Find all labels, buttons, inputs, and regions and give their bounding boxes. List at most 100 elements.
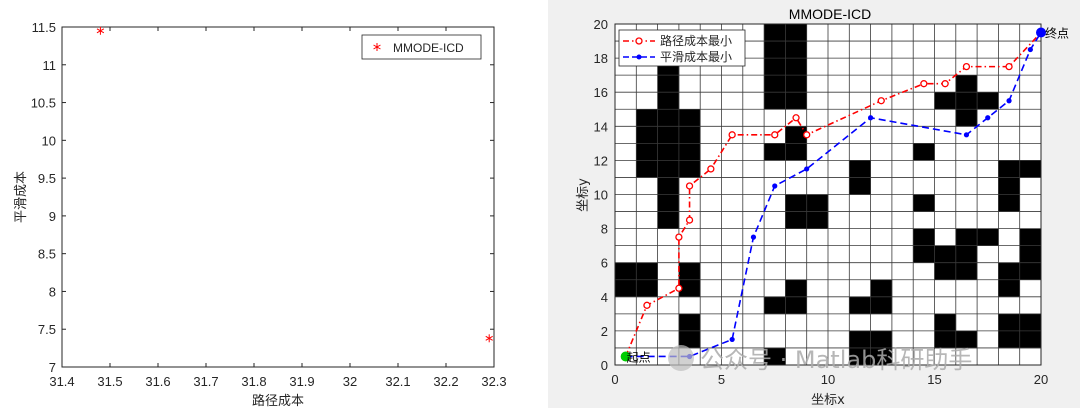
obstacle-cell: [764, 24, 786, 42]
start-point-marker: [620, 351, 631, 362]
x-tick-label: 31.6: [145, 374, 170, 389]
obstacle-cell: [785, 211, 807, 229]
obstacle-cell: [657, 160, 680, 178]
blue-path-line: [625, 32, 1042, 358]
obstacle-cell: [764, 75, 786, 93]
obstacle-cell: [934, 245, 957, 263]
obstacle-cell: [998, 160, 1020, 178]
red-path-point: [685, 182, 694, 190]
blue-path-point: [963, 132, 970, 138]
obstacle-cell: [764, 296, 786, 315]
scatter-chart: 31.4 31.5 31.6 31.7 31.8 31.9 32 32.1 32.2 32.3 7…: [14, 20, 507, 408]
path-legend-box: [618, 29, 746, 67]
obstacle-cell: [678, 109, 701, 127]
path-plot-border: [614, 23, 1042, 366]
obstacle-cell: [998, 262, 1020, 281]
y-tick-label: 0: [601, 358, 608, 373]
y-tick-label: 10: [594, 188, 608, 203]
red-path-point: [728, 131, 736, 139]
y-tick-label: 20: [594, 17, 608, 32]
obstacle-cell: [615, 262, 637, 281]
scatter-point: [96, 26, 105, 35]
obstacle-cell: [785, 75, 807, 93]
obstacle-cell: [636, 262, 658, 281]
end-point-marker: [1036, 27, 1046, 38]
obstacle-cell: [806, 211, 829, 229]
obstacle-cell: [678, 313, 701, 332]
obstacle-cell: [870, 330, 893, 349]
y-tick-label: 7: [49, 360, 56, 375]
obstacle-cell: [657, 126, 680, 144]
path-legend: 路径成本最小 平滑成本最小: [618, 29, 746, 67]
obstacle-cell: [1019, 228, 1042, 246]
obstacle-cell: [678, 160, 701, 178]
obstacle-cell: [998, 330, 1020, 349]
obstacle-cell: [785, 24, 807, 42]
obstacle-cell: [657, 211, 680, 229]
x-tick-label: 15: [927, 372, 941, 387]
obstacle-cell: [998, 313, 1020, 332]
obstacle-cell: [636, 160, 658, 178]
legend-blue-label: 平滑成本最小: [660, 50, 732, 64]
legend-red-label: 路径成本最小: [660, 33, 732, 48]
red-path-point: [941, 80, 949, 88]
x-tick-label: 31.9: [289, 374, 314, 389]
blue-path-point: [729, 336, 735, 343]
x-tick-label: 5: [718, 372, 725, 387]
obstacle-cell: [849, 347, 871, 366]
blue-path-point: [868, 115, 874, 121]
x-tick-label: 32.2: [433, 374, 458, 389]
scatter-legend-marker: [373, 43, 381, 51]
obstacle-cell: [657, 143, 680, 161]
scatter-point-stroke: [96, 28, 105, 34]
obstacle-cell: [764, 92, 786, 110]
obstacle-cell: [955, 75, 978, 93]
obstacle-cell: [870, 296, 893, 315]
obstacle-cell: [785, 194, 807, 212]
x-tick-label: 32: [343, 374, 357, 389]
blue-path-point: [985, 115, 991, 121]
end-point-label: 终点: [1045, 26, 1069, 41]
obstacle-cell: [870, 279, 893, 298]
obstacle-cell: [934, 330, 957, 349]
path-chart-title: MMODE-ICD: [789, 6, 871, 22]
y-tick-label: 16: [594, 85, 608, 100]
x-tick-label: 10: [821, 372, 835, 387]
y-tick-label: 8: [601, 222, 608, 237]
obstacle-cell: [870, 347, 893, 366]
obstacle-cell: [955, 92, 978, 110]
obstacle-cell: [785, 279, 807, 298]
scatter-plot-area: [61, 26, 495, 368]
red-path-point: [675, 233, 683, 241]
x-tick-label: 32.1: [385, 374, 410, 389]
obstacle-cell: [806, 194, 829, 212]
obstacle-cell: [764, 143, 786, 161]
obstacle-cell: [955, 330, 978, 349]
obstacle-cell: [678, 262, 701, 281]
obstacle-cell: [1019, 313, 1042, 332]
obstacle-cell: [636, 126, 658, 144]
y-tick-label: 7.5: [38, 322, 56, 337]
obstacle-cell: [657, 194, 680, 212]
obstacle-cell: [1019, 160, 1042, 178]
blue-path-point: [804, 166, 810, 172]
obstacle-cell: [934, 313, 957, 332]
y-tick-label: 9.5: [38, 171, 56, 186]
red-path-point: [792, 114, 800, 122]
blue-path-point: [772, 183, 778, 189]
obstacle-cell: [636, 143, 658, 161]
scatter-y-axis-label: 平滑成本: [14, 171, 29, 223]
y-tick-label: 11.5: [32, 20, 56, 35]
obstacle-cell: [764, 347, 786, 366]
scatter-points: [96, 26, 493, 343]
path-endpoints: 起点 终点: [620, 26, 1069, 364]
y-tick-label: 4: [601, 290, 608, 305]
scatter-x-axis-label: 路径成本: [252, 393, 304, 408]
obstacle-cell: [849, 296, 871, 315]
obstacle-cell: [998, 177, 1020, 195]
obstacle-cell: [764, 41, 786, 59]
path-y-ticks: 0 2 4 6 8 10 12 14 16 18 20: [594, 17, 608, 373]
x-tick-label: 31.5: [97, 374, 122, 389]
x-tick-label: 31.7: [193, 374, 218, 389]
